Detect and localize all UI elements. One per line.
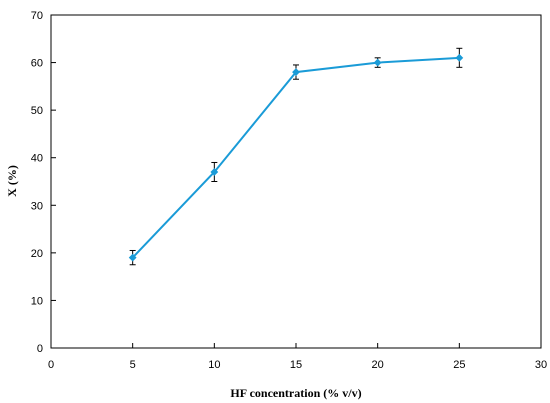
y-tick-label: 70: [31, 10, 43, 22]
y-tick-label: 50: [31, 105, 43, 117]
y-axis-title: X (%): [5, 165, 19, 197]
y-tick-label: 40: [31, 153, 43, 165]
y-tick-label: 30: [31, 200, 43, 212]
data-point: [455, 53, 464, 62]
x-tick-label: 20: [372, 359, 384, 371]
data-point: [292, 68, 300, 76]
series-line: [131, 56, 460, 259]
y-tick-label: 10: [31, 295, 43, 307]
x-tick-label: 30: [535, 359, 547, 371]
x-tick-label: 10: [208, 359, 220, 371]
data-point: [373, 58, 382, 67]
x-tick-label: 25: [453, 359, 465, 371]
data-point: [128, 253, 137, 262]
y-tick-label: 60: [31, 58, 43, 70]
y-axis-ticks: 0 10 20 30 40 50 60 70: [31, 10, 56, 355]
y-tick-label: 0: [37, 343, 43, 355]
data-point: [210, 168, 219, 176]
x-tick-label: 0: [48, 359, 54, 371]
x-tick-label: 15: [290, 359, 302, 371]
series-layer: [128, 47, 464, 266]
x-tick-label: 5: [130, 359, 136, 371]
x-axis-title: HF concentration (% v/v): [230, 386, 361, 400]
y-tick-label: 20: [31, 248, 43, 260]
x-axis-ticks: 0 5 10 15 20 25 30: [48, 343, 547, 371]
